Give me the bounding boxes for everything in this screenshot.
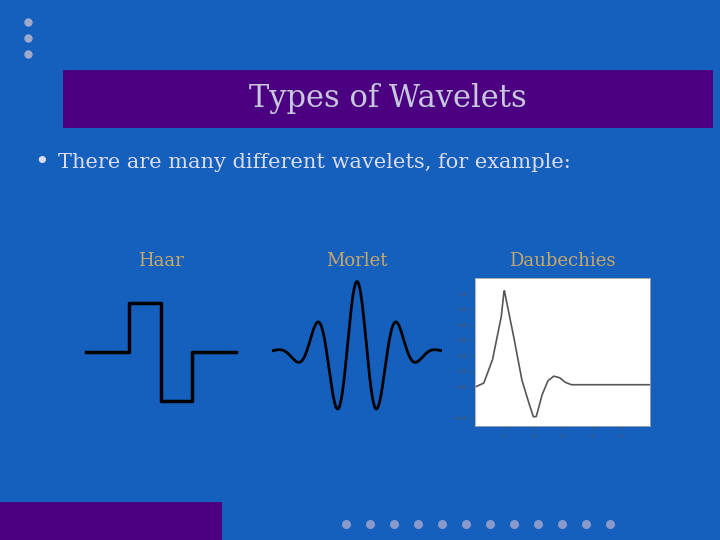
FancyBboxPatch shape <box>63 70 713 128</box>
FancyBboxPatch shape <box>0 502 222 540</box>
Text: Morlet: Morlet <box>326 252 388 270</box>
Text: There are many different wavelets, for example:: There are many different wavelets, for e… <box>58 152 571 172</box>
Text: Haar: Haar <box>138 252 184 270</box>
Text: Daubechies: Daubechies <box>509 252 616 270</box>
Text: Types of Wavelets: Types of Wavelets <box>249 84 527 114</box>
Text: •: • <box>35 150 50 174</box>
